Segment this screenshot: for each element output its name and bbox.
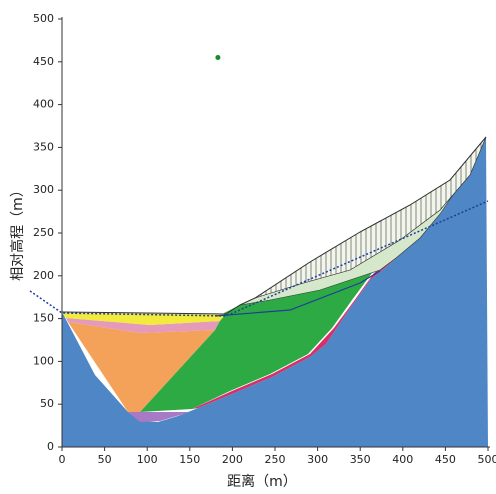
cross-section [30,137,488,447]
y-tick-label: 200 [33,269,54,282]
point [215,55,220,60]
y-tick-label: 400 [33,98,54,111]
x-axis-label: 距离（m） [227,473,297,490]
y-tick-label: 0 [47,440,54,453]
x-tick-label: 200 [222,453,243,466]
y-tick-label: 300 [33,183,54,196]
y-tick-label: 350 [33,140,54,153]
y-tick-label: 500 [33,12,54,25]
y-tick-label: 100 [33,354,54,367]
x-tick-label: 150 [179,453,200,466]
y-tick-label: 250 [33,226,54,239]
y-tick-label: 50 [40,397,54,410]
x-tick-label: 450 [435,453,456,466]
x-tick-label: 300 [307,453,328,466]
x-tick-label: 50 [98,453,112,466]
x-tick-label: 400 [392,453,413,466]
x-tick-label: 250 [265,453,286,466]
x-tick-label: 0 [59,453,66,466]
y-axis-label: 相对高程（m） [9,183,26,281]
x-tick-label: 350 [350,453,371,466]
y-tick-label: 450 [33,55,54,68]
x-tick-label: 500 [478,453,496,466]
y-tick-label: 150 [33,312,54,325]
x-tick-label: 100 [137,453,158,466]
